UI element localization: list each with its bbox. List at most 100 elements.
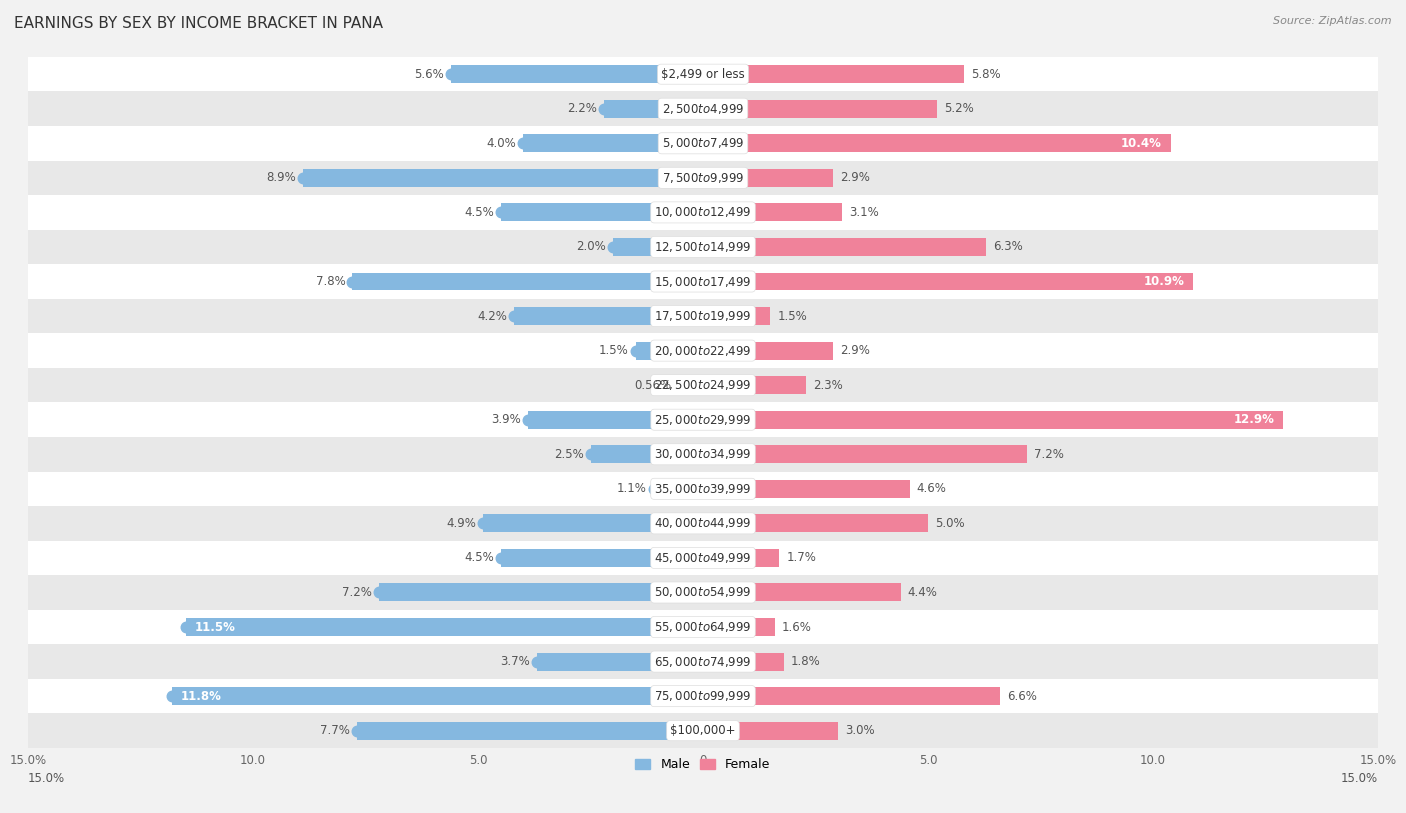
Text: $2,500 to $4,999: $2,500 to $4,999 <box>662 102 744 115</box>
Bar <box>703 618 775 636</box>
Bar <box>186 618 703 636</box>
Bar <box>703 65 965 83</box>
Text: 5.2%: 5.2% <box>943 102 973 115</box>
Text: 1.8%: 1.8% <box>790 655 821 668</box>
Text: 2.3%: 2.3% <box>813 379 844 392</box>
Bar <box>28 714 1378 748</box>
Text: 6.6%: 6.6% <box>1007 689 1036 702</box>
Bar <box>28 576 1378 610</box>
Text: 11.8%: 11.8% <box>181 689 222 702</box>
Bar <box>703 100 936 118</box>
Bar <box>703 272 1194 290</box>
Text: 3.9%: 3.9% <box>491 413 520 426</box>
Bar <box>605 100 703 118</box>
Bar <box>703 169 834 187</box>
Text: 5.8%: 5.8% <box>970 67 1000 80</box>
Text: 7.2%: 7.2% <box>1033 448 1063 461</box>
Bar <box>28 57 1378 91</box>
Text: 3.1%: 3.1% <box>849 206 879 219</box>
Text: 7.2%: 7.2% <box>343 586 373 599</box>
Text: 11.5%: 11.5% <box>194 620 235 633</box>
Bar <box>28 610 1378 644</box>
Bar <box>28 506 1378 541</box>
Text: 2.9%: 2.9% <box>841 172 870 185</box>
Text: 2.9%: 2.9% <box>841 344 870 357</box>
Text: $22,500 to $24,999: $22,500 to $24,999 <box>654 378 752 392</box>
Text: 4.2%: 4.2% <box>478 310 508 323</box>
Bar <box>380 584 703 602</box>
Text: 4.6%: 4.6% <box>917 482 946 495</box>
Bar <box>28 644 1378 679</box>
Text: $75,000 to $99,999: $75,000 to $99,999 <box>654 689 752 703</box>
Text: $15,000 to $17,499: $15,000 to $17,499 <box>654 275 752 289</box>
Text: $55,000 to $64,999: $55,000 to $64,999 <box>654 620 752 634</box>
Bar <box>703 411 1284 428</box>
Text: $30,000 to $34,999: $30,000 to $34,999 <box>654 447 752 461</box>
Text: $17,500 to $19,999: $17,500 to $19,999 <box>654 309 752 323</box>
Bar <box>703 515 928 533</box>
Text: 1.5%: 1.5% <box>778 310 807 323</box>
Text: 3.7%: 3.7% <box>501 655 530 668</box>
Bar <box>28 91 1378 126</box>
Text: $100,000+: $100,000+ <box>671 724 735 737</box>
Bar <box>28 437 1378 472</box>
Text: 15.0%: 15.0% <box>28 772 65 785</box>
Text: EARNINGS BY SEX BY INCOME BRACKET IN PANA: EARNINGS BY SEX BY INCOME BRACKET IN PAN… <box>14 16 382 31</box>
Text: $35,000 to $39,999: $35,000 to $39,999 <box>654 482 752 496</box>
Text: 15.0%: 15.0% <box>1341 772 1378 785</box>
Bar <box>703 134 1171 152</box>
Bar <box>703 341 834 359</box>
Text: $40,000 to $44,999: $40,000 to $44,999 <box>654 516 752 530</box>
Bar <box>28 402 1378 437</box>
Text: 7.8%: 7.8% <box>315 275 346 288</box>
Bar <box>482 515 703 533</box>
Text: $20,000 to $22,499: $20,000 to $22,499 <box>654 344 752 358</box>
Text: $12,500 to $14,999: $12,500 to $14,999 <box>654 240 752 254</box>
Text: $10,000 to $12,499: $10,000 to $12,499 <box>654 206 752 220</box>
Bar <box>28 161 1378 195</box>
Bar <box>28 264 1378 298</box>
Text: 10.4%: 10.4% <box>1121 137 1161 150</box>
Text: 5.0%: 5.0% <box>935 517 965 530</box>
Bar <box>591 446 703 463</box>
Bar <box>703 446 1026 463</box>
Bar <box>703 653 785 671</box>
Bar <box>28 298 1378 333</box>
Text: 12.9%: 12.9% <box>1233 413 1274 426</box>
Bar <box>501 203 703 221</box>
Bar <box>28 472 1378 506</box>
Text: 1.5%: 1.5% <box>599 344 628 357</box>
Bar <box>451 65 703 83</box>
Text: 2.0%: 2.0% <box>576 241 606 254</box>
Bar <box>703 480 910 498</box>
Text: 4.4%: 4.4% <box>908 586 938 599</box>
Text: $2,499 or less: $2,499 or less <box>661 67 745 80</box>
Text: 3.0%: 3.0% <box>845 724 875 737</box>
Bar <box>172 687 703 705</box>
Bar <box>703 238 987 256</box>
Text: $45,000 to $49,999: $45,000 to $49,999 <box>654 551 752 565</box>
Bar <box>523 134 703 152</box>
Bar <box>501 549 703 567</box>
Bar <box>703 307 770 325</box>
Bar <box>515 307 703 325</box>
Text: $25,000 to $29,999: $25,000 to $29,999 <box>654 413 752 427</box>
Text: Source: ZipAtlas.com: Source: ZipAtlas.com <box>1274 16 1392 26</box>
Bar <box>357 722 703 740</box>
Bar <box>352 272 703 290</box>
Text: 0.56%: 0.56% <box>634 379 671 392</box>
Bar <box>703 376 807 394</box>
Bar <box>654 480 703 498</box>
Bar <box>28 679 1378 714</box>
Text: 2.5%: 2.5% <box>554 448 583 461</box>
Bar <box>28 126 1378 161</box>
Text: $65,000 to $74,999: $65,000 to $74,999 <box>654 654 752 668</box>
Text: $7,500 to $9,999: $7,500 to $9,999 <box>662 171 744 185</box>
Text: 1.7%: 1.7% <box>786 551 815 564</box>
Text: 1.1%: 1.1% <box>617 482 647 495</box>
Bar <box>28 333 1378 367</box>
Text: 5.6%: 5.6% <box>415 67 444 80</box>
Bar <box>28 229 1378 264</box>
Text: 2.2%: 2.2% <box>568 102 598 115</box>
Bar <box>703 549 779 567</box>
